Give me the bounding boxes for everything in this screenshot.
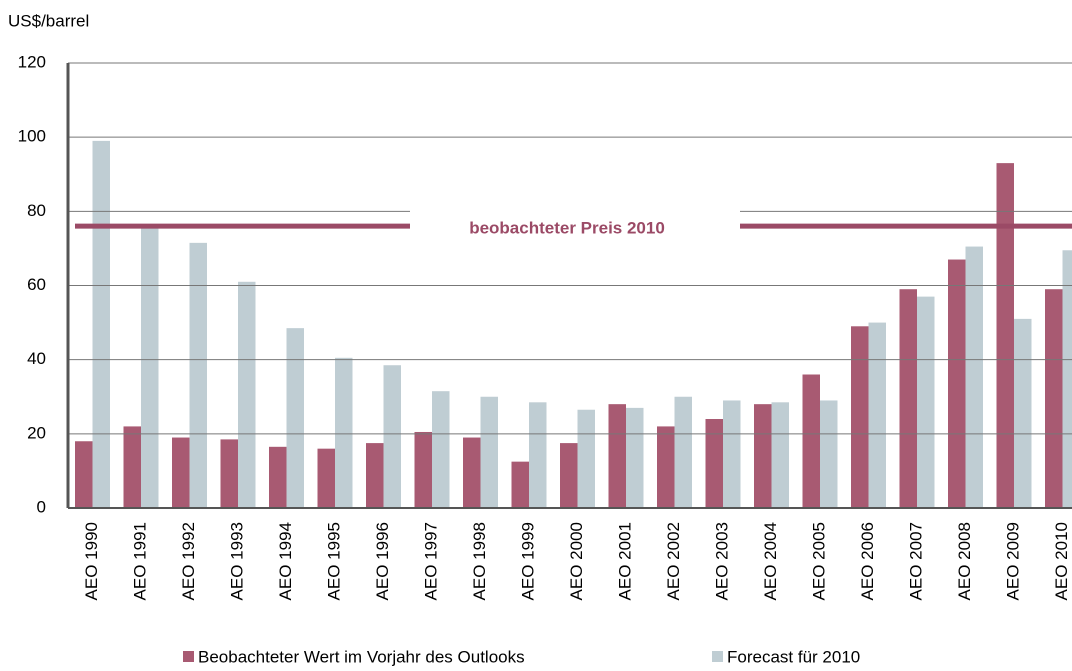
bar bbox=[1062, 250, 1072, 509]
bar bbox=[238, 281, 256, 508]
x-tick-label: AEO 2002 bbox=[664, 522, 683, 600]
x-tick-label: AEO 1997 bbox=[421, 522, 440, 600]
bar bbox=[657, 426, 675, 508]
x-tick-label: AEO 2004 bbox=[761, 522, 780, 600]
legend-label: Forecast für 2010 bbox=[727, 647, 860, 666]
bar bbox=[269, 446, 287, 508]
bar bbox=[414, 431, 432, 508]
bar bbox=[172, 437, 190, 508]
bar bbox=[220, 439, 238, 508]
x-tick-label: AEO 1999 bbox=[518, 522, 537, 600]
plot bbox=[75, 140, 1072, 509]
bar bbox=[1045, 289, 1063, 508]
bar bbox=[463, 437, 481, 508]
y-tick-label: 0 bbox=[37, 497, 46, 516]
legend-label: Beobachteter Wert im Vorjahr des Outlook… bbox=[198, 647, 525, 666]
bar bbox=[996, 163, 1014, 508]
x-tick-label: AEO 2008 bbox=[955, 522, 974, 600]
x-tick-label: AEO 1991 bbox=[130, 522, 149, 600]
bar bbox=[366, 443, 384, 508]
bar bbox=[286, 328, 304, 508]
bar bbox=[560, 443, 578, 508]
x-tick-label: AEO 1990 bbox=[82, 522, 101, 600]
bar bbox=[802, 374, 820, 508]
bar bbox=[189, 242, 207, 508]
bar bbox=[723, 400, 741, 508]
bar bbox=[771, 402, 789, 508]
x-tick-label: AEO 2005 bbox=[809, 522, 828, 600]
bar bbox=[577, 409, 595, 508]
bar bbox=[754, 404, 772, 508]
x-tick-label: AEO 2000 bbox=[567, 522, 586, 600]
bar bbox=[317, 448, 335, 508]
bar bbox=[948, 259, 966, 508]
legend-swatch bbox=[183, 651, 194, 662]
y-tick-label: 60 bbox=[27, 275, 46, 294]
annotation-label: beobachteter Preis 2010 bbox=[469, 219, 665, 238]
x-tick-label: AEO 1995 bbox=[324, 522, 343, 600]
x-tick-label: AEO 1993 bbox=[227, 522, 246, 600]
bar bbox=[851, 326, 869, 508]
x-tick-label: AEO 2010 bbox=[1052, 522, 1071, 600]
bar bbox=[820, 400, 838, 508]
y-tick-label: 40 bbox=[27, 349, 46, 368]
bar bbox=[899, 289, 917, 508]
bar bbox=[1014, 318, 1032, 508]
x-tick-label: AEO 1994 bbox=[276, 522, 295, 600]
bar bbox=[92, 140, 110, 508]
legend-swatch bbox=[712, 651, 723, 662]
bar bbox=[608, 404, 626, 508]
y-tick-label: 100 bbox=[18, 127, 46, 146]
x-tick-label: AEO 2009 bbox=[1003, 522, 1022, 600]
y-tick-label: 80 bbox=[27, 201, 46, 220]
y-tick-label: 120 bbox=[18, 52, 46, 71]
bar bbox=[432, 391, 450, 508]
bar bbox=[917, 296, 935, 508]
bar bbox=[141, 226, 159, 508]
x-tick-label: AEO 2001 bbox=[615, 522, 634, 600]
annotation-background bbox=[410, 208, 740, 245]
y-axis-label: US$/barrel bbox=[8, 11, 89, 30]
x-tick-label: AEO 2003 bbox=[712, 522, 731, 600]
bar bbox=[626, 407, 644, 508]
x-tick-label: AEO 1996 bbox=[373, 522, 392, 600]
bar bbox=[965, 246, 983, 508]
x-tick-label: AEO 1998 bbox=[470, 522, 489, 600]
x-tick-label: AEO 2006 bbox=[858, 522, 877, 600]
bar bbox=[75, 441, 93, 508]
bar bbox=[511, 461, 529, 508]
bar bbox=[383, 365, 401, 508]
bar bbox=[529, 402, 547, 508]
bar bbox=[674, 396, 692, 508]
bar bbox=[868, 322, 886, 508]
y-tick-label: 20 bbox=[27, 423, 46, 442]
x-tick-label: AEO 1992 bbox=[179, 522, 198, 600]
bar bbox=[705, 419, 723, 508]
bar bbox=[123, 426, 141, 508]
x-tick-label: AEO 2007 bbox=[906, 522, 925, 600]
bar bbox=[480, 396, 498, 508]
bar bbox=[335, 357, 353, 508]
